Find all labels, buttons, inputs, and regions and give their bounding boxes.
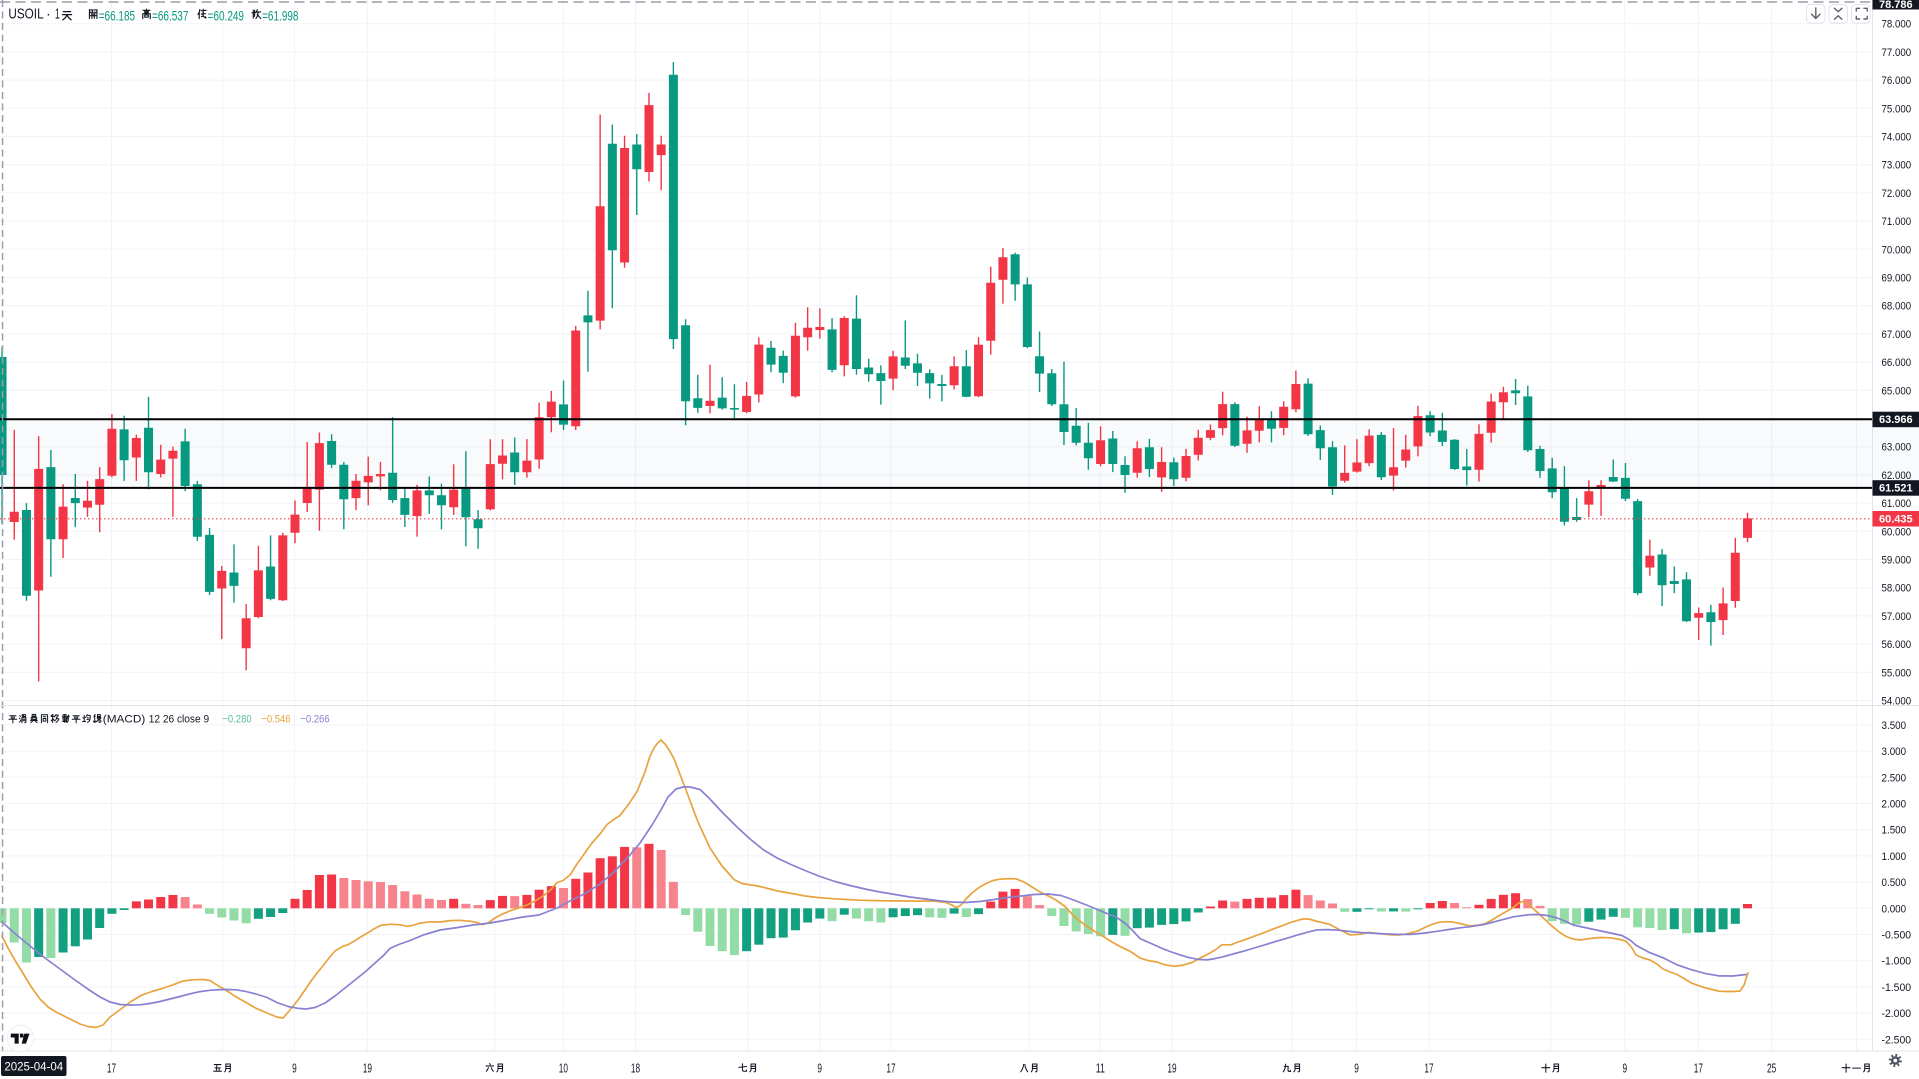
svg-text:17: 17 (1424, 1062, 1433, 1076)
svg-text:12 26 close 9: 12 26 close 9 (149, 714, 209, 726)
svg-text:18: 18 (631, 1062, 640, 1076)
svg-text:−0.266: −0.266 (300, 714, 329, 726)
svg-text:10: 10 (559, 1062, 568, 1076)
svg-text:17: 17 (107, 1062, 116, 1076)
svg-text:69.000: 69.000 (1882, 273, 1912, 285)
svg-text:=60.249: =60.249 (208, 7, 245, 23)
svg-text:17: 17 (1694, 1062, 1703, 1076)
svg-text:=66.185: =66.185 (99, 7, 136, 23)
svg-text:74.000: 74.000 (1882, 132, 1912, 144)
svg-text:73.000: 73.000 (1882, 160, 1912, 172)
svg-text:−0.280: −0.280 (222, 714, 251, 726)
svg-text:9: 9 (817, 1062, 822, 1076)
svg-text:3.000: 3.000 (1882, 746, 1907, 758)
svg-text:77.000: 77.000 (1882, 47, 1912, 59)
svg-text:76.000: 76.000 (1882, 75, 1912, 87)
svg-text:57.000: 57.000 (1882, 611, 1912, 623)
svg-text:USOIL: USOIL (8, 7, 43, 23)
svg-text:17: 17 (886, 1062, 895, 1076)
svg-text:54.000: 54.000 (1882, 696, 1912, 708)
svg-text:2025-04-04: 2025-04-04 (4, 1062, 63, 1074)
svg-text:-1.500: -1.500 (1882, 982, 1912, 994)
svg-text:62.000: 62.000 (1882, 470, 1912, 482)
svg-text:·: · (46, 7, 51, 23)
svg-text:-0.500: -0.500 (1882, 930, 1912, 942)
svg-text:25: 25 (1767, 1062, 1776, 1076)
svg-text:58.000: 58.000 (1882, 583, 1912, 595)
svg-text:60.435: 60.435 (1879, 514, 1913, 526)
svg-text:(MACD): (MACD) (103, 714, 146, 726)
svg-text:59.000: 59.000 (1882, 555, 1912, 567)
svg-text:68.000: 68.000 (1882, 301, 1912, 313)
svg-text:75.000: 75.000 (1882, 103, 1912, 115)
svg-text:67.000: 67.000 (1882, 329, 1912, 341)
svg-text:71.000: 71.000 (1882, 216, 1912, 228)
svg-text:9: 9 (1354, 1062, 1359, 1076)
svg-text:1.000: 1.000 (1882, 851, 1907, 863)
svg-text:2.500: 2.500 (1882, 772, 1907, 784)
svg-text:72.000: 72.000 (1882, 188, 1912, 200)
svg-text:56.000: 56.000 (1882, 639, 1912, 651)
svg-text:1.500: 1.500 (1882, 825, 1907, 837)
svg-text:3.500: 3.500 (1882, 720, 1907, 732)
svg-text:=61.998: =61.998 (262, 7, 299, 23)
svg-text:78.786: 78.786 (1879, 0, 1913, 11)
svg-text:66.000: 66.000 (1882, 357, 1912, 369)
svg-text:-2.000: -2.000 (1882, 1008, 1912, 1020)
svg-text:55.000: 55.000 (1882, 667, 1912, 679)
svg-text:61.000: 61.000 (1882, 498, 1912, 510)
svg-text:61.521: 61.521 (1879, 483, 1913, 495)
svg-text:19: 19 (1167, 1062, 1176, 1076)
svg-text:63.966: 63.966 (1879, 414, 1913, 426)
svg-text:65.000: 65.000 (1882, 385, 1912, 397)
svg-text:-2.500: -2.500 (1882, 1034, 1912, 1046)
svg-text:70.000: 70.000 (1882, 244, 1912, 256)
svg-text:1: 1 (55, 7, 60, 23)
svg-text:0.000: 0.000 (1882, 903, 1907, 915)
svg-text:2.000: 2.000 (1882, 799, 1907, 811)
svg-text:9: 9 (292, 1062, 297, 1076)
svg-text:9: 9 (1623, 1062, 1628, 1076)
svg-text:60.000: 60.000 (1882, 526, 1912, 538)
svg-text:0.500: 0.500 (1882, 877, 1907, 889)
svg-text:78.000: 78.000 (1882, 19, 1912, 31)
svg-text:-1.000: -1.000 (1882, 956, 1912, 968)
svg-text:=66.537: =66.537 (152, 7, 189, 23)
svg-text:63.000: 63.000 (1882, 442, 1912, 454)
svg-text:−0.546: −0.546 (261, 714, 290, 726)
svg-text:19: 19 (363, 1062, 372, 1076)
svg-text:11: 11 (1096, 1062, 1105, 1076)
